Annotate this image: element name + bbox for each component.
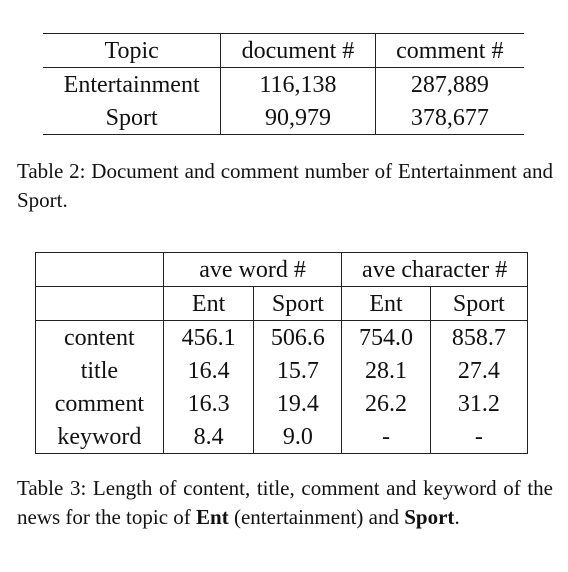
table-3-cell: 27.4: [429, 354, 529, 387]
table-3-cell: 28.1: [365, 357, 408, 384]
table-3-cell: 9.0: [253, 420, 343, 454]
table-3-row-label: title: [35, 354, 164, 387]
table-3-caption-suffix: .: [454, 505, 460, 529]
table-3-group-ave-word: ave word #: [163, 252, 343, 287]
table-3-row-label: keyword: [35, 420, 164, 454]
table-3-caption: Table 3: Length of content, title, comme…: [17, 474, 553, 532]
table-3-corner-cell: [35, 252, 164, 287]
table-3-cell: 31.2: [429, 387, 529, 420]
table-3-sub-header-word-ent: Ent: [163, 286, 254, 321]
table-2-cell-document-count: 90,979: [220, 101, 376, 135]
table-2-cell-comment-count: 378,677: [374, 101, 524, 135]
table-2-cell-topic: Sport: [43, 101, 221, 135]
table-row: Sport 90,979 378,677: [43, 101, 524, 135]
table-3-cell: 16.4: [187, 357, 230, 384]
table-2-cell-document-count: 116,138: [220, 67, 376, 101]
table-3-cell: -: [429, 420, 529, 454]
table-3-cell: 15.7: [253, 354, 343, 387]
table-2-header-row: Topic document # comment #: [43, 33, 524, 68]
table-3-cell: 8.4: [163, 420, 254, 454]
table-2-header-document-count: document #: [220, 33, 376, 68]
table-row: keyword 8.4 9.0 - -: [35, 420, 529, 454]
table-3: ave word # ave character # Ent Sport Ent…: [35, 252, 529, 454]
table-3-sub-header-row: Ent Sport Ent Sport: [35, 286, 529, 321]
table-3-row-label: content: [35, 320, 164, 354]
table-3-sub-header-blank: [35, 286, 164, 321]
table-3-cell: 506.6: [253, 320, 343, 354]
table-3-sub-header-char-sport: Sport: [429, 286, 529, 321]
table-3-caption-ent: Ent: [196, 505, 229, 529]
table-3-cell: -: [341, 420, 431, 454]
table-3-sub-header-word-sport: Sport: [253, 286, 343, 321]
table-3-cell: 19.4: [253, 387, 343, 420]
table-2-header-comment-count: comment #: [374, 33, 524, 68]
table-row: Entertainment 116,138 287,889: [43, 67, 524, 101]
table-3-caption-sport: Sport: [404, 505, 455, 529]
table-3-sub-header-char-ent: Ent: [341, 286, 431, 321]
table-2-cell-topic: Entertainment: [63, 71, 200, 98]
table-3-cell: 754.0: [359, 324, 414, 351]
table-3-group-header-row: ave word # ave character #: [35, 252, 528, 287]
table-2: Topic document # comment # Entertainment…: [43, 33, 524, 135]
table-2-header-topic: Topic: [43, 33, 221, 68]
table-row: title 16.4 15.7 28.1 27.4: [35, 354, 529, 387]
table-row: content 456.1 506.6 754.0 858.7: [35, 320, 529, 354]
table-3-caption-prefix: Table 3: Length of content, title, comme…: [17, 476, 553, 529]
table-3-row-label: comment: [35, 387, 164, 420]
table-3-group-ave-character: ave character #: [341, 252, 528, 287]
table-3-cell: 26.2: [365, 390, 408, 417]
table-3-cell: 858.7: [429, 320, 529, 354]
table-3-cell: 456.1: [181, 324, 236, 351]
table-row: comment 16.3 19.4 26.2 31.2: [35, 387, 529, 420]
table-3-caption-middle: (entertainment) and: [228, 505, 405, 529]
table-3-cell: 16.3: [187, 390, 230, 417]
table-2-caption: Table 2: Document and comment number of …: [17, 159, 553, 212]
table-2-cell-comment-count: 287,889: [374, 67, 524, 101]
